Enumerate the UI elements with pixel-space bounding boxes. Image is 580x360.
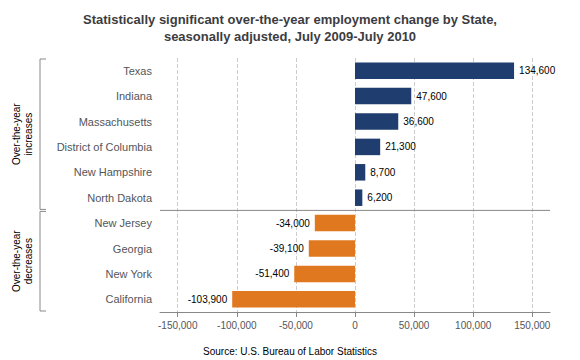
svg-text:District of Columbia: District of Columbia [57,141,153,153]
svg-text:-34,000: -34,000 [276,218,310,229]
svg-text:-150,000: -150,000 [158,320,198,331]
svg-text:-39,100: -39,100 [270,243,304,254]
svg-text:California: California [106,293,153,305]
svg-text:36,600: 36,600 [403,116,434,127]
svg-text:Massachusetts: Massachusetts [79,116,153,128]
svg-text:New Jersey: New Jersey [95,217,153,229]
svg-text:-103,900: -103,900 [188,294,228,305]
svg-text:50,000: 50,000 [399,320,430,331]
svg-text:-50,000: -50,000 [279,320,313,331]
svg-text:21,300: 21,300 [385,141,416,152]
svg-text:seasonally adjusted, July 2009: seasonally adjusted, July 2009-July 2010 [164,29,416,44]
svg-text:Indiana: Indiana [116,90,153,102]
svg-text:8,700: 8,700 [370,167,395,178]
svg-text:New Hampshire: New Hampshire [74,166,152,178]
svg-text:150,000: 150,000 [514,320,551,331]
svg-text:Over-the-year: Over-the-year [11,103,22,165]
svg-text:134,600: 134,600 [519,65,556,76]
svg-text:Over-the-year: Over-the-year [11,230,22,292]
svg-text:47,600: 47,600 [416,91,447,102]
svg-text:Georgia: Georgia [113,243,153,255]
svg-text:0: 0 [352,320,358,331]
svg-text:New York: New York [106,268,153,280]
svg-text:-51,400: -51,400 [255,268,289,279]
svg-text:increases: increases [23,113,34,156]
svg-text:100,000: 100,000 [455,320,492,331]
svg-text:-100,000: -100,000 [217,320,257,331]
svg-text:Statistically significant over: Statistically significant over-the-year … [83,12,497,27]
svg-text:North Dakota: North Dakota [87,192,153,204]
svg-text:decreases: decreases [23,238,34,284]
svg-text:Texas: Texas [123,65,152,77]
svg-text:Source: U.S. Bureau of Labor S: Source: U.S. Bureau of Labor Statistics [203,346,377,357]
svg-text:6,200: 6,200 [367,192,392,203]
